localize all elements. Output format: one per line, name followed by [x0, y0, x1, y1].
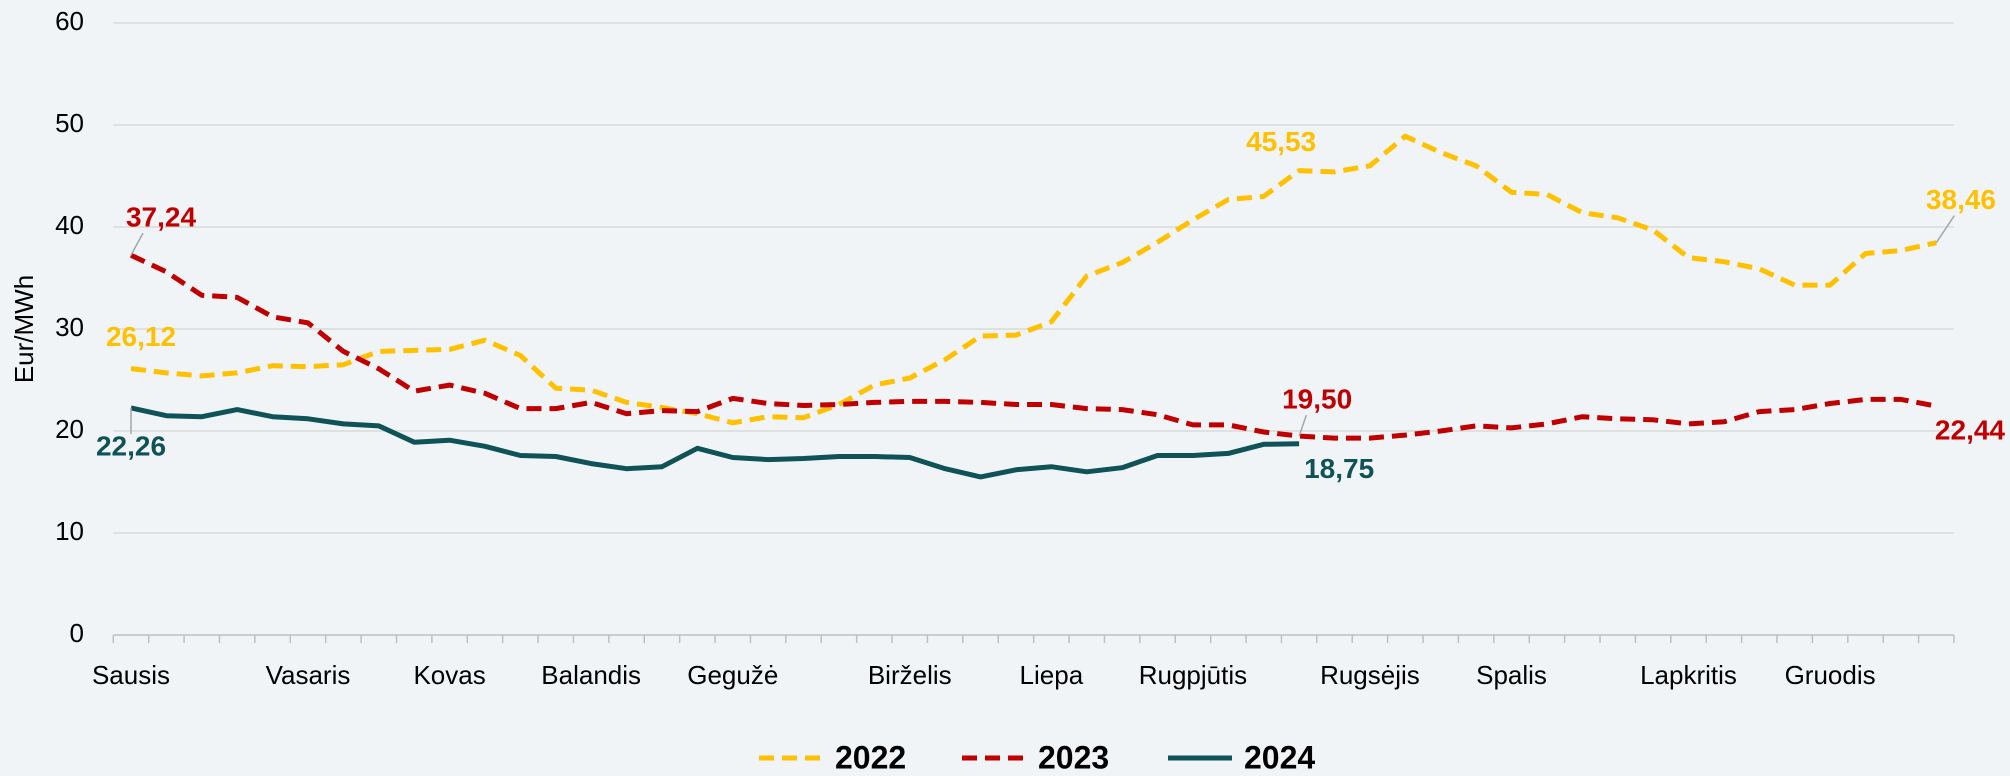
x-tick-label: Gegužė — [687, 660, 778, 690]
data-label: 18,75 — [1304, 453, 1374, 484]
x-tick-label: Kovas — [413, 660, 485, 690]
data-label: 26,12 — [106, 321, 176, 352]
line-series — [130, 405, 1300, 480]
x-tick-label: Rugsėjis — [1320, 660, 1420, 690]
x-tick-label: Vasaris — [266, 660, 351, 690]
legend-label: 2024 — [1244, 739, 1315, 775]
y-axis-label: Eur/MWh — [9, 275, 39, 383]
data-label: 45,53 — [1246, 126, 1316, 157]
x-tick-label: Birželis — [868, 660, 952, 690]
data-label: 22,26 — [96, 430, 166, 461]
data-label: 22,44 — [1935, 415, 2005, 446]
x-tick-label: Rugpjūtis — [1139, 660, 1247, 690]
y-tick-label: 40 — [55, 210, 84, 240]
x-tick-label: Gruodis — [1785, 660, 1876, 690]
x-tick-label: Lapkritis — [1640, 660, 1737, 690]
line-series — [130, 133, 1937, 426]
y-tick-label: 50 — [55, 108, 84, 138]
y-tick-label: 30 — [55, 312, 84, 342]
data-label: 37,24 — [126, 202, 196, 233]
y-tick-label: 10 — [55, 516, 84, 546]
leader-line — [1935, 215, 1955, 244]
line-series — [129, 252, 1937, 441]
legend-label: 2023 — [1038, 739, 1109, 775]
x-tick-label: Liepa — [1020, 660, 1084, 690]
y-tick-label: 20 — [55, 414, 84, 444]
y-tick-label: 60 — [55, 6, 84, 36]
leader-line — [1298, 414, 1308, 437]
legend-label: 2022 — [835, 739, 906, 775]
data-label: 38,46 — [1926, 184, 1996, 215]
x-tick-label: Sausis — [92, 660, 170, 690]
data-label: 19,50 — [1282, 383, 1352, 414]
x-tick-label: Spalis — [1476, 660, 1547, 690]
x-tick-label: Balandis — [541, 660, 641, 690]
y-tick-label: 0 — [70, 618, 84, 648]
leader-line — [130, 232, 144, 256]
